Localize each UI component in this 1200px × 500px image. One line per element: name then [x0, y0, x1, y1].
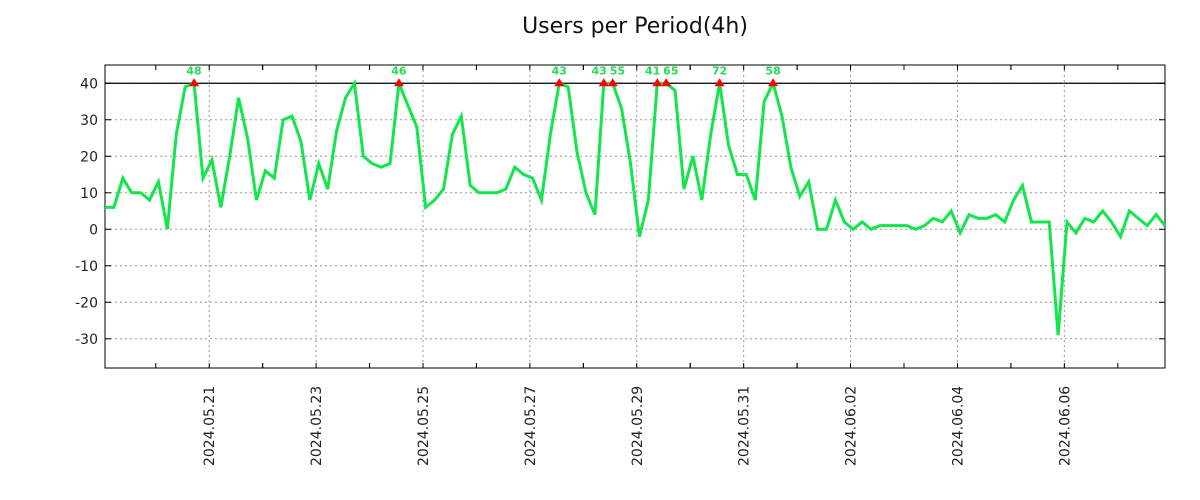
y-tick-label: -10	[75, 259, 98, 275]
y-tick-label: 20	[80, 149, 98, 165]
x-tick-label: 2024.06.02	[844, 386, 860, 466]
capped-marker	[714, 78, 725, 87]
capped-marker	[189, 78, 200, 87]
capped-value-label: 43	[552, 64, 567, 77]
y-tick-label: 30	[80, 113, 98, 129]
plot-frame	[104, 64, 1166, 369]
capped-marker	[652, 78, 663, 87]
x-tick-label: 2024.05.29	[630, 386, 646, 466]
capped-value-label: 46	[391, 64, 407, 77]
capped-marker	[393, 78, 404, 87]
chart-title: Users per Period(4h)	[522, 14, 748, 39]
x-tick-label: 2024.05.23	[309, 386, 325, 466]
x-tick-label: 2024.05.27	[523, 386, 539, 466]
x-tick-label: 2024.05.21	[202, 386, 218, 466]
capped-value-label: 43	[592, 64, 607, 77]
capped-value-label: 48	[186, 64, 201, 77]
capped-marker	[661, 78, 672, 87]
y-tick-label: 0	[89, 222, 98, 238]
capped-marker	[598, 78, 609, 87]
y-tick-label: 10	[80, 186, 98, 202]
capped-value-label: 41	[645, 64, 660, 77]
x-tick-label: 2024.05.25	[416, 386, 432, 466]
capped-value-label: 58	[765, 64, 780, 77]
capped-marker	[607, 78, 618, 87]
x-tick-label: 2024.06.06	[1057, 386, 1073, 466]
x-tick-label: 2024.06.04	[950, 386, 966, 466]
series-line	[105, 78, 1167, 336]
capped-marker	[768, 78, 779, 87]
capped-value-label: 65	[663, 64, 678, 77]
y-tick-label: -20	[75, 295, 98, 311]
x-tick-label: 2024.05.31	[737, 386, 753, 466]
y-tick-label: -30	[75, 332, 98, 348]
capped-value-label: 72	[712, 64, 727, 77]
y-tick-label: 40	[80, 76, 98, 92]
capped-value-label: 55	[610, 64, 625, 77]
capped-marker	[554, 78, 565, 87]
